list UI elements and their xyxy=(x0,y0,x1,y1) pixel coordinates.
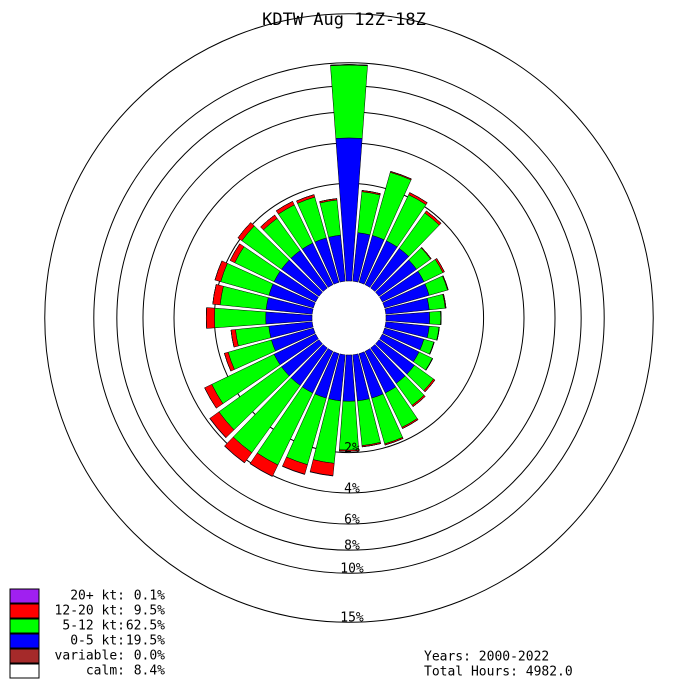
wind-bar-segment xyxy=(443,294,447,309)
wind-bar-segment xyxy=(309,471,334,477)
legend-label: 12-20 kt: xyxy=(55,604,125,619)
ring-label: 15% xyxy=(340,611,364,626)
legend-share: 19.5% xyxy=(126,634,165,649)
ring xyxy=(93,62,605,574)
wind-bar-segment xyxy=(249,463,273,477)
ring xyxy=(44,13,654,623)
wind-bar-segment xyxy=(205,307,216,329)
legend-swatch xyxy=(9,648,40,664)
wind-bar-segment xyxy=(402,419,419,429)
legend-share: 0.0% xyxy=(134,649,165,664)
wind-bar-segment xyxy=(281,465,306,475)
ring-label: 2% xyxy=(344,441,360,456)
ring-label: 8% xyxy=(344,539,360,554)
annotation: Total Hours: 4982.0 xyxy=(424,665,573,680)
wind-bar-segment xyxy=(390,171,412,180)
annotation: Years: 2000-2022 xyxy=(424,650,549,665)
wind-bar-segment xyxy=(429,311,442,325)
wind-bar-segment xyxy=(426,210,442,224)
ring-label: 10% xyxy=(340,562,364,577)
wind-bar-segment xyxy=(385,311,430,325)
wind-bar-segment xyxy=(425,358,434,371)
legend-swatch xyxy=(9,618,40,634)
legend-label: 20+ kt: xyxy=(70,589,125,604)
wind-bar-segment xyxy=(319,198,337,202)
wind-bar-segment xyxy=(204,387,217,409)
legend-swatch xyxy=(9,633,40,649)
legend-swatch xyxy=(9,588,40,604)
wind-bar-segment xyxy=(209,417,227,439)
legend-share: 62.5% xyxy=(126,619,165,634)
legend-label: calm: xyxy=(86,664,125,679)
wind-bar-segment xyxy=(296,194,315,202)
wind-bar-segment xyxy=(436,327,440,341)
wind-bar-segment xyxy=(230,329,235,348)
wind-bar-segment xyxy=(412,396,426,407)
legend-share: 0.1% xyxy=(134,589,165,604)
wind-bar-segment xyxy=(214,307,267,329)
legend-swatch xyxy=(9,663,40,679)
chart-title: KDTW Aug 12Z-18Z xyxy=(262,10,426,30)
wind-bar-segment xyxy=(237,222,251,239)
wind-bar-segment xyxy=(442,275,449,290)
ring-label: 6% xyxy=(344,513,360,528)
wind-bar-segment xyxy=(224,445,245,464)
wind-bar-segment xyxy=(330,64,368,139)
ring-label: 4% xyxy=(344,482,360,497)
legend-share: 9.5% xyxy=(134,604,165,619)
legend-label: 5-12 kt: xyxy=(62,619,125,634)
wind-bar-segment xyxy=(229,243,240,261)
legend-swatch xyxy=(9,603,40,619)
wind-bar-segment xyxy=(214,260,223,281)
legend-label: 0-5 kt: xyxy=(70,634,125,649)
wind-bar-segment xyxy=(426,293,446,311)
legend-share: 8.4% xyxy=(134,664,165,679)
wind-bar-segment xyxy=(429,342,435,355)
legend-label: variable: xyxy=(55,649,125,664)
